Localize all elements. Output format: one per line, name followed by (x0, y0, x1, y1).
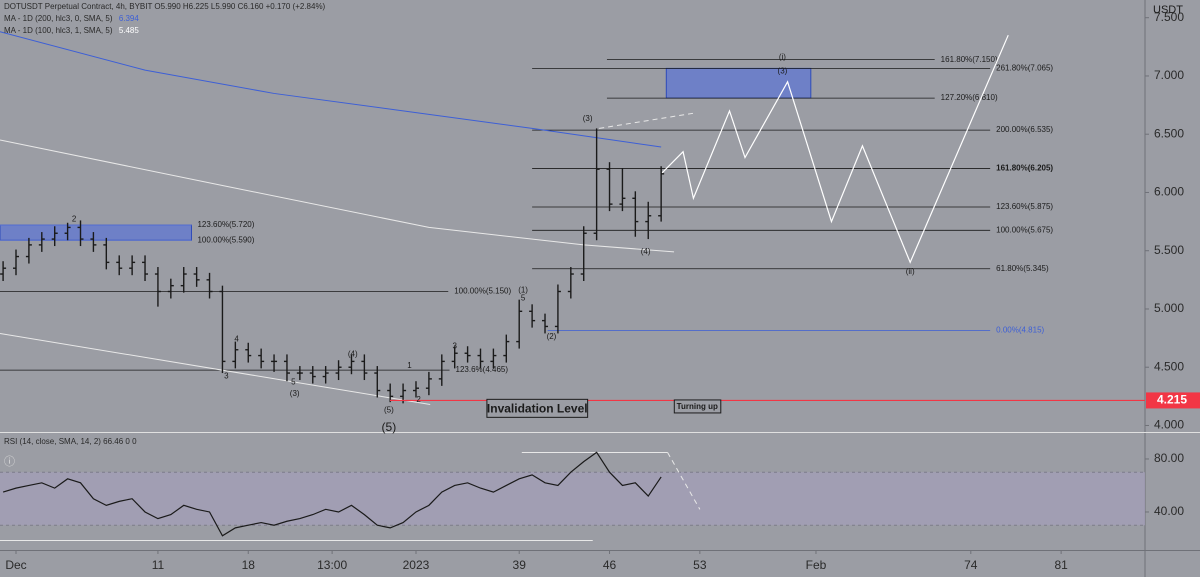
trendline (0, 332, 431, 405)
annotation-box (486, 398, 589, 418)
x-tick-label: 53 (693, 558, 707, 572)
fib-label: 200.00%(6.535) (996, 125, 1053, 134)
wave-label: (ii) (906, 267, 915, 276)
y-tick-label: 7.000 (1154, 68, 1184, 82)
y-tick-label: 6.000 (1154, 185, 1184, 199)
fib-label: 100.00%(5.590) (197, 235, 254, 244)
heading: ⓘ (4, 455, 15, 468)
rsi-line (2, 451, 662, 537)
wave-label: (1) (518, 285, 528, 294)
x-tick-label: 46 (603, 558, 617, 572)
wave-label: 5 (521, 294, 526, 303)
wave-label: 3 (224, 372, 229, 381)
wave-label: (2) (547, 332, 557, 341)
annotation-box (673, 399, 722, 414)
x-tick-label: 13:00 (317, 558, 347, 572)
fib-label: 161.80%(6.205) (996, 164, 1053, 173)
moving-average (0, 139, 675, 253)
trendline (599, 112, 694, 129)
wave-label: (i) (779, 52, 786, 61)
wave-label: Invalidation Level (487, 401, 588, 415)
pane (0, 451, 1145, 541)
y-tick-label: 7.500 (1154, 10, 1184, 24)
legend-text: DOTUSDT Perpetual Contract, 4h, BYBIT O5… (4, 2, 326, 11)
y-tick-label: 5.500 (1154, 243, 1184, 257)
axis: 4.000 4.500 5.000 5.500 6.000 6.500 7.000 7.500… (1145, 10, 1200, 432)
wave-label: (4) (348, 350, 358, 359)
wave-label: 2 (72, 214, 77, 223)
x-tick-label: 18 (242, 558, 256, 572)
fib-label: 261.80%(7.065) (996, 63, 1053, 72)
legend-text: MA - 1D (200, hlc3, 0, SMA, 5) (4, 14, 113, 23)
moving-average (0, 31, 662, 148)
wave-label: 3 (452, 341, 457, 350)
legend-text: MA - 1D (100, hlc3, 1, SMA, 5) (4, 26, 113, 35)
legend-value: 5.485 (119, 26, 140, 35)
level-label: 4.215 (1157, 393, 1187, 407)
x-tick-label: 39 (513, 558, 527, 572)
rsi-band (0, 472, 1145, 526)
x-tick-label: Feb (806, 558, 827, 572)
wave-label: (4) (641, 247, 651, 256)
wave-label: (5) (384, 405, 394, 414)
fib-label: 61.80%(5.345) (996, 264, 1049, 273)
y-tick-label: 6.500 (1154, 126, 1184, 140)
price-axis-unit: USDT (1153, 4, 1183, 16)
fib-label: 161.80%(7.150) (941, 55, 998, 64)
fib-label: 123.60%(5.875) (996, 202, 1053, 211)
x-tick-label: 11 (152, 558, 165, 572)
trendline (667, 452, 701, 510)
wave-projection (660, 34, 1009, 264)
level-tag (1146, 392, 1200, 409)
y-tick-label: 40.00 (1154, 504, 1184, 518)
wave-label: (5) (382, 420, 397, 434)
fib-label: 100.00%(5.150) (454, 287, 511, 296)
fib-label: 123.60%(5.720) (197, 220, 254, 229)
wave-label: (3) (290, 389, 300, 398)
fib-label: 127.20%(6.810) (941, 93, 998, 102)
pane: 161.80%(7.150)261.80%(7.065) 127.20%(6.81… (0, 31, 1145, 434)
zone (665, 67, 812, 99)
y-tick-label: 4.500 (1154, 359, 1184, 373)
fib-label: 100.00%(5.675) (996, 225, 1053, 234)
y-tick-label: 4.000 (1154, 418, 1184, 432)
wave-label: Turning up (677, 402, 718, 411)
wave-label: (3) (583, 114, 593, 123)
axis: 40.00 80.00 Dec 11 18 13:00 2023 39 46 53 Feb 74 81 (5, 451, 1184, 572)
x-tick-label: Dec (5, 558, 26, 572)
legend-value: 6.394 (119, 14, 140, 23)
fib-label: 123.6%(4.465) (456, 365, 509, 374)
wave-label: 2 (416, 395, 421, 404)
x-tick-label: 74 (964, 558, 978, 572)
fib-label: 0.00%(4.815) (996, 326, 1044, 335)
wave-label: 5 (291, 377, 296, 386)
legend-text: RSI (14, close, SMA, 14, 2) 66.46 0 0 (4, 437, 137, 446)
wave-label: (3) (778, 66, 788, 75)
y-tick-label: 5.000 (1154, 301, 1184, 315)
y-tick-label: 80.00 (1154, 451, 1184, 465)
wave-label: 4 (234, 334, 239, 343)
x-tick-label: 81 (1054, 558, 1068, 572)
x-tick-label: 2023 (403, 558, 430, 572)
price-axis-panel (1145, 0, 1200, 577)
wave-label: 1 (407, 361, 412, 370)
